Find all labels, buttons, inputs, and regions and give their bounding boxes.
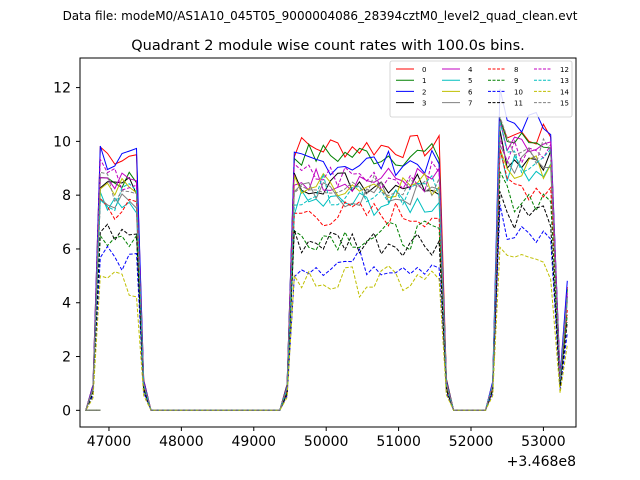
y-tick-label: 0 (62, 403, 71, 419)
series-line-5 (85, 148, 568, 411)
y-tick-label: 8 (62, 188, 71, 204)
legend-label: 1 (422, 77, 426, 85)
chart-title: Quadrant 2 module wise count rates with … (131, 38, 525, 54)
legend-label: 6 (468, 88, 473, 96)
x-tick-label: 51000 (376, 434, 421, 450)
series-line-7 (85, 144, 568, 411)
legend-label: 13 (560, 77, 569, 85)
x-axis: 47000 48000 49000 50000 51000 52000 53000 (87, 427, 566, 450)
series-line-11 (85, 191, 568, 411)
series-line-2 (85, 88, 568, 411)
x-tick-label: 48000 (159, 434, 204, 450)
series-line-4 (85, 120, 568, 411)
x-tick-label: 49000 (232, 434, 277, 450)
legend-label: 11 (514, 100, 523, 108)
legend-label: 2 (422, 88, 426, 96)
legend-label: 10 (514, 88, 523, 96)
series-line-12 (85, 138, 568, 411)
x-tick-label: 50000 (304, 434, 349, 450)
legend-label: 9 (514, 77, 518, 85)
series-line-0 (85, 119, 568, 411)
y-tick-label: 4 (62, 296, 71, 312)
series-line-13 (85, 121, 568, 411)
legend-label: 3 (422, 100, 426, 108)
y-tick-label: 6 (62, 242, 71, 258)
series-line-10 (85, 204, 568, 411)
figure-suptitle: Data file: modeM0/AS1A10_045T05_90000040… (63, 9, 578, 23)
y-axis: 0 2 4 6 8 10 12 (53, 81, 80, 419)
series-line-8 (85, 149, 568, 411)
x-axis-offset-label: +3.468e8 (507, 454, 576, 470)
legend-label: 8 (514, 66, 518, 74)
legend-label: 12 (560, 66, 569, 74)
legend-label: 0 (422, 66, 426, 74)
x-tick-label: 53000 (521, 434, 566, 450)
legend-label: 4 (468, 66, 473, 74)
x-tick-label: 47000 (87, 434, 132, 450)
y-tick-label: 10 (53, 134, 71, 150)
series-layer (84, 88, 568, 411)
series-line-1 (85, 118, 568, 411)
series-line-15 (85, 116, 568, 411)
legend-label: 7 (468, 100, 472, 108)
y-tick-label: 2 (62, 350, 71, 366)
legend-frame (389, 60, 573, 118)
legend-label: 14 (560, 88, 569, 96)
plot-area-frame (79, 57, 577, 428)
legend-label: 5 (468, 77, 472, 85)
x-tick-label: 52000 (449, 434, 494, 450)
series-line-9 (85, 171, 568, 411)
legend-label: 15 (560, 100, 569, 108)
series-line-14 (84, 246, 568, 411)
y-tick-label: 12 (53, 81, 71, 97)
